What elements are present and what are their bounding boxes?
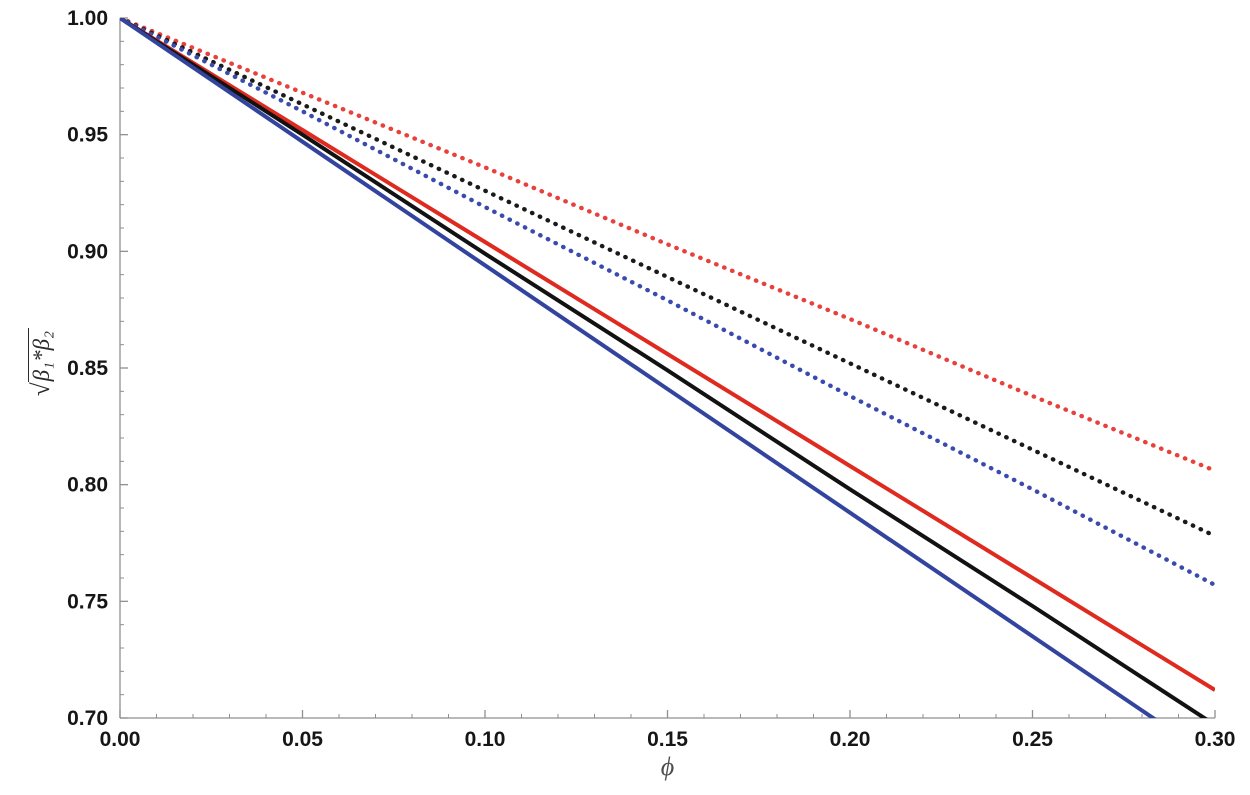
x-tick-label: 0.15 [647, 728, 688, 751]
x-tick-label: 0.00 [100, 728, 141, 751]
y-tick-label: 0.80 [67, 474, 108, 497]
x-axis-label: ϕ [660, 752, 675, 781]
y-tick-label: 0.70 [67, 707, 108, 730]
y-tick-label: 0.75 [67, 590, 108, 613]
plot-line-dotted-red [120, 18, 1215, 473]
y-axis-label-radicand: β₁*β₂ [28, 327, 54, 383]
y-tick-label: 0.85 [67, 357, 108, 380]
y-axis-label: √β₁*β₂ [28, 282, 56, 442]
x-tick-label: 0.30 [1195, 728, 1236, 751]
plot-line-dotted-black [120, 18, 1215, 539]
plot-line-solid-blue [120, 18, 1157, 718]
x-tick-label: 0.25 [1012, 728, 1053, 751]
plot-line-solid-black [120, 18, 1208, 718]
y-tick-label: 0.90 [67, 240, 108, 263]
plot-line-solid-red [120, 18, 1215, 692]
y-tick-label: 1.00 [67, 7, 108, 30]
radical-sign: √ [28, 382, 55, 397]
x-tick-label: 0.10 [465, 728, 506, 751]
plot-line-dotted-blue [120, 18, 1215, 588]
y-tick-label: 0.95 [67, 124, 108, 147]
x-tick-label: 0.05 [282, 728, 323, 751]
x-tick-label: 0.20 [830, 728, 871, 751]
